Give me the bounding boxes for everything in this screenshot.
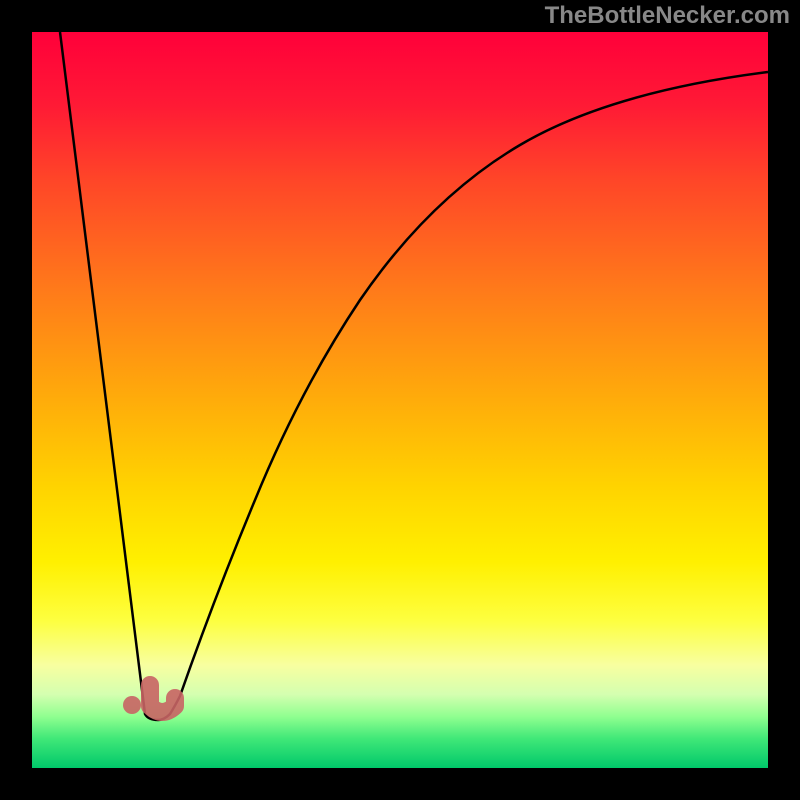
marker-dot	[123, 696, 141, 714]
chart-container: TheBottleNecker.com	[0, 0, 800, 800]
watermark-text: TheBottleNecker.com	[545, 2, 790, 30]
gradient-background	[32, 32, 768, 768]
chart-svg	[0, 0, 800, 800]
